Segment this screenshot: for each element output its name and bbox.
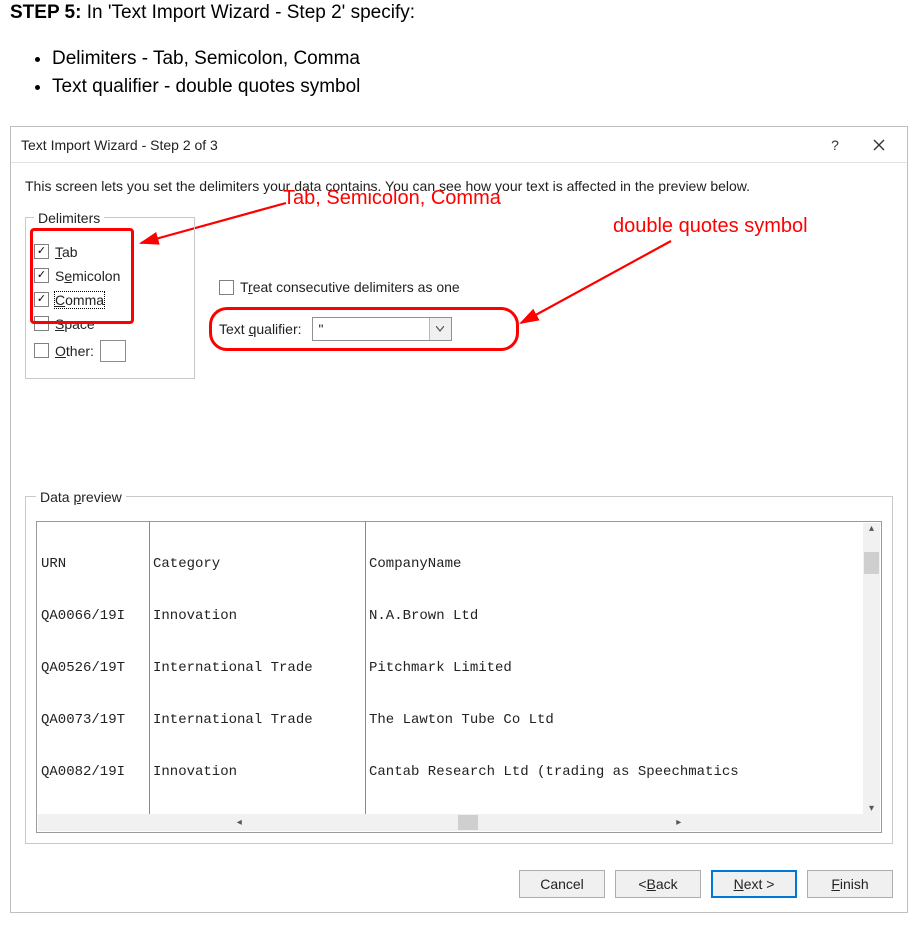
tab-checkbox[interactable] (34, 244, 49, 259)
chevron-down-icon[interactable] (429, 318, 451, 340)
treat-consecutive-label: Treat consecutive delimiters as one (240, 279, 460, 295)
text-qualifier-combo[interactable]: " (312, 317, 452, 341)
dialog-button-row: Cancel < Back Next > Finish (11, 858, 907, 912)
col-header: CompanyName (365, 556, 863, 572)
col-header: URN (37, 556, 149, 572)
semicolon-checkbox[interactable] (34, 268, 49, 283)
close-button[interactable] (857, 130, 901, 160)
treat-consecutive-row[interactable]: Treat consecutive delimiters as one (219, 279, 639, 295)
space-checkbox[interactable] (34, 316, 49, 331)
table-row: QA0526/19T International Trade Pitchmark… (37, 658, 863, 678)
finish-button[interactable]: Finish (807, 870, 893, 898)
scroll-right-icon[interactable]: ▸ (478, 817, 880, 828)
space-label: Space (55, 316, 95, 332)
comma-checkbox[interactable] (34, 292, 49, 307)
dialog-title: Text Import Wizard - Step 2 of 3 (21, 137, 813, 153)
tab-checkbox-row[interactable]: Tab (34, 244, 186, 260)
scroll-thumb[interactable] (864, 552, 879, 574)
text-import-wizard-dialog: Text Import Wizard - Step 2 of 3 ? This … (10, 126, 908, 913)
cancel-button[interactable]: Cancel (519, 870, 605, 898)
other-delimiter-input[interactable] (100, 340, 126, 362)
bullet-list: Delimiters - Tab, Semicolon, Comma Text … (22, 48, 910, 98)
vertical-scrollbar[interactable]: ▴ ▾ (863, 523, 880, 814)
comma-label: Comma (55, 292, 104, 308)
scroll-down-icon[interactable]: ▾ (863, 803, 880, 814)
data-preview-fieldset: Data preview URN Category CompanyName (25, 489, 893, 844)
tab-label: Tab (55, 244, 78, 260)
table-row: QA0082/19I Innovation Cantab Research Lt… (37, 762, 863, 782)
bullet-item: Text qualifier - double quotes symbol (52, 76, 910, 98)
titlebar: Text Import Wizard - Step 2 of 3 ? (11, 127, 907, 163)
col-header: Category (149, 556, 365, 572)
scroll-left-icon[interactable]: ◂ (38, 817, 440, 828)
horizontal-scrollbar[interactable]: ◂ ▸ (38, 814, 880, 831)
next-button[interactable]: Next > (711, 870, 797, 898)
step-label: STEP 5: (10, 2, 81, 23)
bullet-item: Delimiters - Tab, Semicolon, Comma (52, 48, 910, 70)
treat-consecutive-checkbox[interactable] (219, 280, 234, 295)
scroll-thumb[interactable] (458, 815, 477, 830)
table-row: QA0066/19I Innovation N.A.Brown Ltd (37, 606, 863, 626)
preview-grid: URN Category CompanyName QA0066/19I Inno… (37, 522, 863, 814)
comma-checkbox-row[interactable]: Comma (34, 292, 186, 308)
text-qualifier-row: Text qualifier: " (219, 317, 639, 341)
space-checkbox-row[interactable]: Space (34, 316, 186, 332)
delimiters-legend: Delimiters (34, 210, 104, 226)
step-text: In 'Text Import Wizard - Step 2' specify… (81, 2, 415, 23)
text-qualifier-label: Text qualifier: (219, 321, 302, 337)
other-checkbox-row[interactable]: Other: (34, 340, 186, 362)
delimiters-fieldset: Delimiters Tab Semicolon Comma Space (25, 210, 195, 379)
back-button[interactable]: < Back (615, 870, 701, 898)
other-label: Other: (55, 343, 94, 359)
semicolon-checkbox-row[interactable]: Semicolon (34, 268, 186, 284)
help-button[interactable]: ? (813, 130, 857, 160)
text-qualifier-value: " (313, 321, 429, 337)
scroll-up-icon[interactable]: ▴ (863, 523, 880, 534)
semicolon-label: Semicolon (55, 268, 120, 284)
close-icon (873, 139, 885, 151)
data-preview-legend: Data preview (36, 489, 126, 505)
other-checkbox[interactable] (34, 343, 49, 358)
step-heading: STEP 5: In 'Text Import Wizard - Step 2'… (10, 2, 910, 24)
table-row: QA0073/19T International Trade The Lawto… (37, 710, 863, 730)
preview-header-row: URN Category CompanyName (37, 554, 863, 574)
